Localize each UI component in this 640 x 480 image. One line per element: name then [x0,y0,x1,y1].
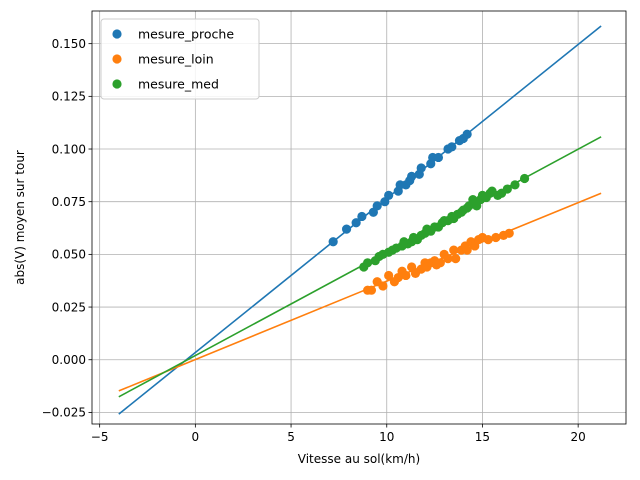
y-tick-label: 0.000 [52,353,86,367]
mesure-loin-fit-line [118,192,602,392]
y-axis-label: abs(V) moyen sur tour [13,150,27,285]
mesure-proche-point [407,171,417,182]
mesure-loin-point [449,245,459,255]
mesure-loin-point [435,258,445,268]
mesure-med-point [519,173,530,184]
legend-marker-mesure-med [112,79,122,89]
grid [92,11,626,424]
y-tick-label: −0.025 [42,406,86,420]
mesure-med-point [510,180,520,190]
mesure-proche-point [328,237,338,247]
x-tick-label: 5 [287,430,295,444]
mesure-loin-point [483,235,493,245]
mesure-proche-point [416,163,426,173]
mesure-med-point [363,258,373,268]
x-tick-label: 10 [379,430,394,444]
legend-entry-mesure-proche: mesure_proche [138,27,234,42]
mesure-proche-point [357,211,367,222]
legend-marker-mesure-proche [112,29,122,39]
y-tick-label: 0.050 [52,248,86,262]
legend-marker-mesure-loin [112,54,122,64]
mesure-med-point [502,184,512,194]
mesure-loin-point [504,228,514,238]
mesure-loin-point [451,253,461,264]
x-axis-label: Vitesse au sol(km/h) [298,452,420,466]
mesure-loin-point [401,270,411,281]
legend-entry-mesure-loin: mesure_loin [138,52,214,67]
x-tick-label: 0 [192,430,200,444]
data-points [328,129,530,295]
mesure-proche-point [341,224,352,234]
mesure-proche-point [372,201,382,211]
mesure-loin-point [491,232,501,243]
mesure-loin-point [378,281,388,291]
plot-frame [91,10,627,425]
mesure-proche-point [351,218,361,228]
y-axis-ticks: −0.025 0.000 0.025 0.050 0.075 0.100 0.125 0.15… [42,37,92,420]
y-tick-label: 0.025 [52,300,86,314]
mesure-proche-point [447,142,457,152]
mesure-loin-point [384,270,394,281]
mesure-proche-point [462,129,472,139]
x-tick-label: 20 [571,430,586,444]
legend-entry-mesure-med: mesure_med [138,77,219,92]
mesure-loin-point [366,285,377,295]
y-tick-label: 0.100 [52,142,86,156]
legend-box [100,18,260,100]
x-tick-label: −5 [91,430,109,444]
y-tick-label: 0.150 [52,37,86,51]
x-tick-label: 15 [475,430,490,444]
mesure-loin-point [462,245,472,255]
mesure-loin-point [443,253,453,264]
x-axis-ticks: −5 0 5 10 15 20 [91,424,586,444]
mesure-proche-point [433,152,444,163]
mesure-proche-point [384,190,394,200]
y-tick-label: 0.125 [52,90,86,104]
y-tick-label: 0.075 [52,195,86,209]
legend: mesure_proche mesure_loin mesure_med [100,18,260,100]
